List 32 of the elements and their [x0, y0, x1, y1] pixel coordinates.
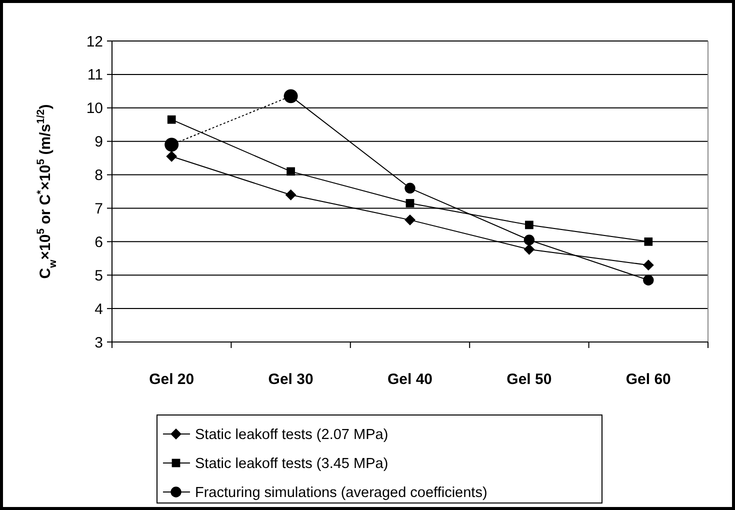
y-tick-label: 3 — [94, 334, 103, 352]
y-tick-label: 10 — [86, 100, 103, 118]
point — [644, 237, 653, 246]
legend-label: Fracturing simulations (averaged coefficients) — [195, 485, 488, 502]
point — [167, 115, 176, 124]
x-tick-label: Gel 50 — [506, 371, 552, 388]
point — [164, 138, 179, 152]
point — [525, 220, 534, 230]
point — [166, 150, 178, 162]
y-tick-label: 7 — [94, 200, 103, 218]
legend-label: Static leakoff tests (3.45 MPa) — [195, 456, 388, 472]
point — [642, 260, 654, 271]
y-tick-label: 11 — [87, 66, 103, 84]
x-tick-label: Gel 40 — [387, 371, 433, 388]
point — [406, 199, 414, 208]
point — [404, 182, 416, 194]
y-tick-label: 12 — [86, 33, 103, 50]
y-tick-label: 4 — [94, 300, 103, 318]
legend-label: Static leakoff tests (2.07 MPa) — [195, 427, 388, 444]
y-tick-label: 6 — [94, 234, 103, 251]
x-tick-label: Gel 30 — [268, 371, 314, 388]
point — [524, 244, 535, 255]
point — [404, 214, 416, 226]
point — [285, 189, 296, 200]
y-tick-label: 8 — [94, 167, 103, 184]
y-tick-label: 9 — [94, 134, 103, 151]
x-tick-label: Gel 20 — [149, 371, 194, 388]
point — [643, 274, 654, 286]
x-tick-label: Gel 60 — [626, 371, 671, 388]
y-tick-label: 5 — [94, 267, 103, 284]
point — [524, 234, 535, 246]
point — [286, 167, 295, 176]
